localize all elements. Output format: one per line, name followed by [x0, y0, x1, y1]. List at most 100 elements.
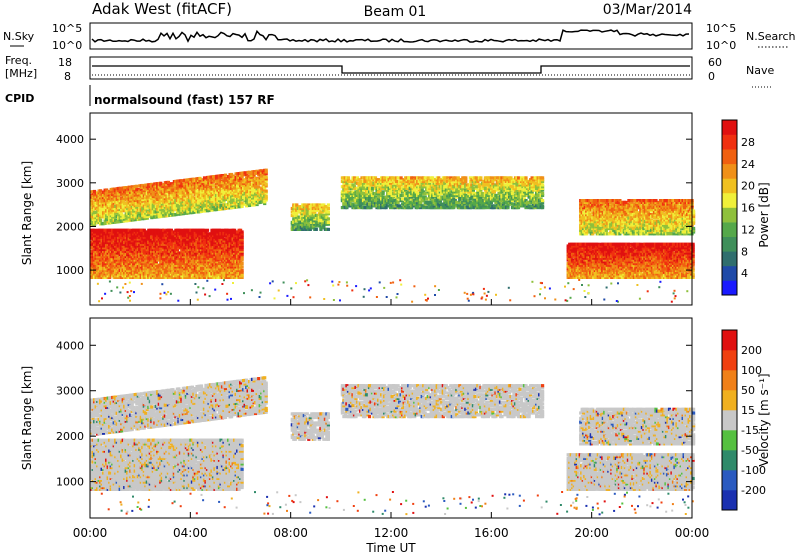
echo-cell [166, 180, 170, 184]
echo-cell [199, 265, 204, 269]
echo-cell [156, 258, 160, 262]
echo-cell [201, 237, 205, 241]
echo-cell [298, 208, 302, 212]
echo-cell [355, 186, 360, 190]
echo-cell [145, 244, 149, 248]
echo-cell [144, 265, 148, 269]
echo-cell [228, 274, 232, 278]
echo-cell [381, 195, 385, 199]
echo-cell [210, 208, 214, 212]
echo-cell [183, 254, 187, 259]
echo-cell [124, 201, 128, 205]
echo-cell [135, 253, 139, 257]
echo-cell [154, 260, 158, 264]
echo-cell [384, 206, 388, 210]
echo-cell [305, 220, 309, 224]
echo-cell [174, 239, 178, 243]
echo-cell [202, 275, 207, 279]
echo-cell [304, 224, 308, 228]
echo-cell [183, 194, 187, 198]
echo-cell [313, 219, 317, 223]
echo-cell [207, 263, 211, 267]
echo-cell [187, 260, 191, 264]
echo-cell [184, 247, 188, 252]
echo-cell [257, 185, 261, 189]
echo-cell [340, 206, 344, 210]
echo-cell [162, 209, 166, 213]
echo-cell [150, 214, 154, 218]
echo-cell [217, 247, 222, 252]
echo-cell [369, 179, 373, 183]
echo-cell [154, 253, 158, 257]
echo-cell [112, 267, 116, 271]
echo-cell [118, 232, 122, 236]
echo-cell [240, 254, 244, 259]
echo-cell [142, 190, 146, 194]
echo-cell [190, 202, 194, 206]
echo-cell [375, 204, 379, 208]
echo-cell [326, 217, 330, 221]
echo-cell [154, 267, 158, 271]
echo-cell [222, 200, 226, 204]
echo-cell [378, 185, 382, 189]
echo-cell [100, 260, 104, 264]
echo-cell [156, 254, 160, 259]
echo-cell [375, 185, 379, 189]
echo-cell [381, 197, 385, 201]
echo-cell [142, 267, 146, 271]
echo-cell [342, 200, 346, 204]
echo-cell [204, 179, 208, 183]
echo-cell [210, 274, 214, 278]
echo-cell [147, 233, 151, 238]
echo-cell [162, 228, 166, 232]
echo-cell [163, 188, 167, 192]
echo-cell [162, 274, 166, 278]
echo-cell [189, 190, 193, 194]
echo-cell [233, 261, 237, 266]
echo-cell [314, 215, 318, 219]
echo-cell [349, 193, 354, 197]
echo-cell [96, 212, 100, 216]
echo-cell [355, 192, 360, 196]
echo-cell [91, 235, 95, 239]
echo-cell [163, 191, 167, 195]
echo-cell [123, 242, 127, 246]
echo-cell [223, 173, 228, 177]
echo-cell [301, 208, 305, 212]
echo-cell [326, 212, 330, 216]
echo-cell [175, 249, 179, 253]
echo-cell [175, 253, 179, 257]
echo-cell [109, 246, 113, 250]
echo-cell [363, 195, 367, 199]
echo-cell [208, 182, 213, 186]
echo-cell [301, 224, 305, 228]
echo-cell [316, 213, 320, 218]
echo-cell [109, 256, 113, 260]
echo-cell [298, 219, 302, 223]
echo-cell [169, 249, 173, 253]
echo-cell [154, 196, 158, 200]
echo-cell [154, 261, 158, 266]
echo-cell [222, 230, 226, 234]
echo-cell [195, 235, 199, 239]
echo-cell [252, 203, 256, 207]
echo-cell [227, 263, 231, 267]
echo-cell [99, 218, 103, 222]
echo-cell [357, 183, 361, 187]
echo-cell [129, 268, 133, 272]
echo-cell [380, 193, 384, 197]
echo-cell [202, 176, 207, 180]
echo-cell [183, 275, 187, 279]
echo-cell [386, 200, 390, 204]
echo-cell [214, 261, 219, 266]
echo-cell [319, 206, 323, 211]
echo-cell [252, 173, 256, 177]
echo-cell [364, 200, 369, 204]
echo-cell [172, 258, 176, 262]
echo-cell [369, 192, 373, 196]
echo-cell [183, 274, 187, 278]
echo-cell [159, 258, 163, 262]
echo-cell [138, 232, 142, 236]
echo-cell [163, 230, 167, 234]
noise-panel-frame [89, 22, 693, 50]
